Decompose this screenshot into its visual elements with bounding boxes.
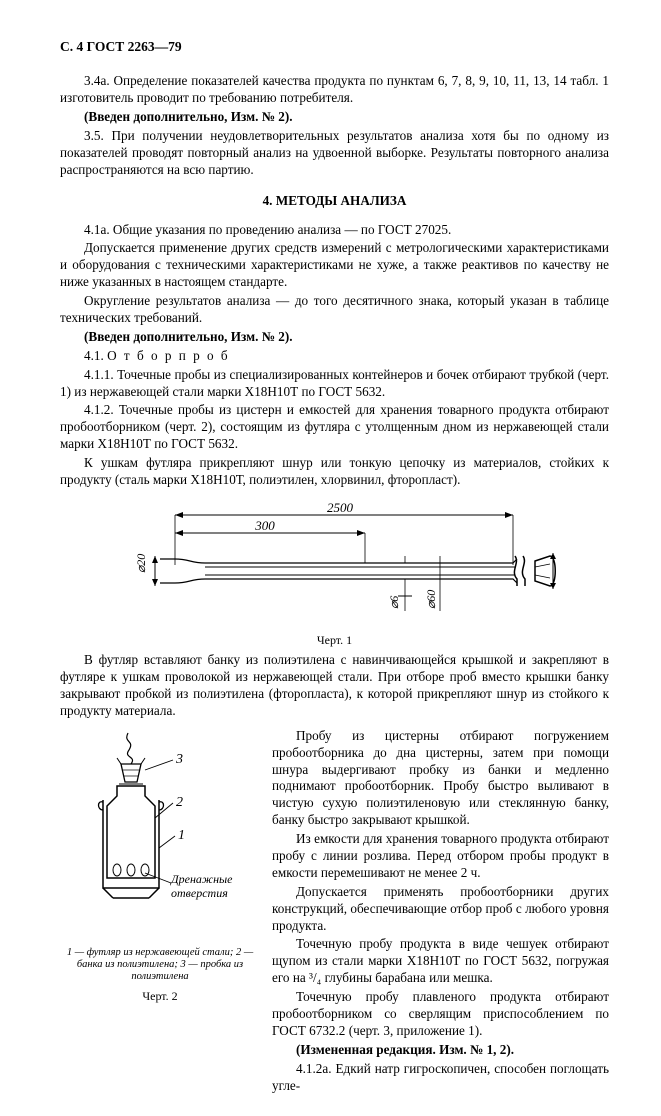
right-p5: Точечную пробу плавленого продукта отбир…	[272, 989, 609, 1040]
para-4-1-2b: К ушкам футляра прикрепляют шнур или тон…	[60, 455, 609, 489]
right-p4: Точечную пробу продукта в виде чешуек от…	[272, 936, 609, 987]
para-4-1-2: 4.1.2. Точечные пробы из цистерн и емкос…	[60, 402, 609, 453]
fig2-num-1: 1	[178, 828, 185, 843]
fig2-num-3: 3	[175, 752, 183, 767]
para-4-1a-2: Допускается применение других средств из…	[60, 240, 609, 291]
para-4-1a-3: Округление результатов анализа — до того…	[60, 293, 609, 327]
figure-2-legend-text: 1 — футляр из нержавеющей стали; 2 — бан…	[67, 947, 253, 982]
two-column-block: 3 2 1 Дренажныеотверстия 1 — футляр из н…	[60, 728, 609, 1097]
intro-note-2b: (Введен дополнительно, Изм. № 2).	[60, 329, 609, 346]
dim-dia-6: ⌀6	[387, 596, 401, 609]
right-p3: Допускается применять пробоотборники дру…	[272, 884, 609, 935]
para-4-1: 4.1. О т б о р п р о б	[60, 348, 609, 365]
figure-2-svg: 3 2 1 Дренажныеотверстия	[73, 728, 248, 943]
section-4-title: 4. МЕТОДЫ АНАЛИЗА	[60, 193, 609, 210]
figure-1: 2500 300 ⌀20	[60, 501, 609, 648]
intro-note-2: (Введен дополнительно, Изм. № 2).	[60, 109, 609, 126]
para-3-5: 3.5. При получении неудовлетворительных …	[60, 128, 609, 179]
page-header: С. 4 ГОСТ 2263—79	[60, 38, 609, 55]
figure-1-svg: 2500 300 ⌀20	[105, 501, 565, 631]
right-p2: Из емкости для хранения товарного продук…	[272, 831, 609, 882]
dim-dia-60: ⌀60	[424, 590, 438, 609]
right-p4-b: глубины барабана или мешка.	[321, 970, 493, 985]
para-4-1-spaced: О т б о р п р о б	[107, 348, 230, 363]
fig2-drainage-label: Дренажныеотверстия	[170, 872, 233, 900]
dim-300: 300	[254, 518, 275, 533]
para-after-fig1: В футляр вставляют банку из полиэтилена …	[60, 652, 609, 720]
figure-2-legend: 1 — футляр из нержавеющей стали; 2 — бан…	[60, 947, 260, 983]
right-p6: (Измененная редакция. Изм. № 1, 2).	[272, 1042, 609, 1059]
figure-2-column: 3 2 1 Дренажныеотверстия 1 — футляр из н…	[60, 728, 260, 1007]
dim-dia-20: ⌀20	[134, 554, 148, 573]
para-4-1-num: 4.1.	[84, 348, 107, 363]
document-page: С. 4 ГОСТ 2263—79 3.4а. Определение пока…	[0, 0, 661, 1116]
para-3-4a: 3.4а. Определение показателей качества п…	[60, 73, 609, 107]
fig2-num-2: 2	[176, 795, 183, 810]
para-4-1-1: 4.1.1. Точечные пробы из специализирован…	[60, 367, 609, 401]
right-p7: 4.1.2а. Едкий натр гигроскопичен, способ…	[272, 1061, 609, 1095]
right-p4-frac: ³/₄	[309, 970, 321, 985]
para-4-1a-1: 4.1а. Общие указания по проведению анали…	[60, 222, 609, 239]
right-text-column: Пробу из цистерны отбирают погружением п…	[272, 728, 609, 1097]
figure-1-caption: Черт. 1	[60, 633, 609, 648]
right-p1: Пробу из цистерны отбирают погружением п…	[272, 728, 609, 829]
figure-2-caption: Черт. 2	[60, 989, 260, 1004]
dim-2500: 2500	[327, 501, 354, 515]
